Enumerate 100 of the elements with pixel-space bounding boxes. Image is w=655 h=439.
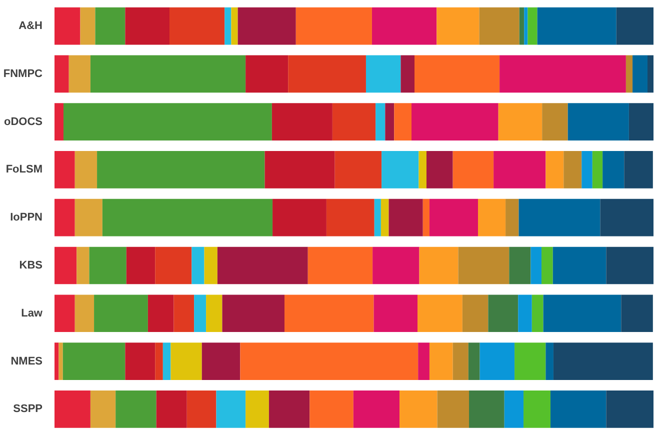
bar xyxy=(90,55,246,93)
y-tick-label: IoPPN xyxy=(10,212,43,224)
y-tick-label: NMES xyxy=(10,355,42,368)
bar xyxy=(148,294,174,332)
bar xyxy=(376,103,386,141)
bar xyxy=(102,198,273,236)
bar xyxy=(366,55,401,93)
bar xyxy=(600,198,654,236)
bar xyxy=(506,198,519,236)
y-tick-label: A&H xyxy=(18,20,43,32)
y-tick-label: Law xyxy=(21,307,43,320)
bar xyxy=(422,198,430,236)
bar xyxy=(488,294,518,332)
bar xyxy=(469,390,504,428)
bar xyxy=(552,246,606,284)
bar xyxy=(63,103,272,141)
bar xyxy=(374,294,418,332)
bar xyxy=(498,103,542,141)
bar xyxy=(54,7,80,45)
bar xyxy=(54,294,75,332)
bar xyxy=(288,55,366,93)
bar xyxy=(116,390,156,428)
bar xyxy=(296,7,372,45)
bar xyxy=(412,103,498,141)
bar xyxy=(553,342,653,380)
bar xyxy=(62,342,126,380)
bar xyxy=(155,246,192,284)
bar xyxy=(54,103,64,141)
bar xyxy=(624,151,653,188)
bar xyxy=(332,103,376,141)
bar xyxy=(80,7,96,45)
bar xyxy=(216,390,246,428)
bar xyxy=(76,246,90,284)
y-tick-label: SSPP xyxy=(13,403,43,416)
bar xyxy=(400,55,414,93)
bar xyxy=(546,151,564,188)
bar xyxy=(436,7,480,45)
bar xyxy=(518,294,532,332)
y-tick-label: FoLSM xyxy=(6,164,43,176)
bar xyxy=(372,7,437,45)
bar xyxy=(582,151,592,188)
bar xyxy=(509,246,531,284)
bar xyxy=(417,294,462,332)
bar xyxy=(372,246,420,284)
bar xyxy=(626,55,633,93)
bar xyxy=(537,7,616,45)
bar xyxy=(494,151,546,188)
bar xyxy=(418,151,426,188)
bar xyxy=(170,342,202,380)
bar xyxy=(54,55,69,93)
bar xyxy=(202,342,240,380)
bar xyxy=(606,390,654,428)
bar xyxy=(272,198,326,236)
bar xyxy=(429,198,478,236)
bar xyxy=(414,55,500,93)
bar xyxy=(310,390,354,428)
bar xyxy=(206,294,222,332)
bar xyxy=(222,294,285,332)
bar xyxy=(240,342,418,380)
bar xyxy=(621,294,653,332)
bar xyxy=(174,294,194,332)
bar xyxy=(54,342,59,380)
bar xyxy=(308,246,373,284)
bar xyxy=(156,390,187,428)
bar xyxy=(452,151,494,188)
bar xyxy=(394,103,412,141)
bar xyxy=(568,103,629,141)
bar xyxy=(528,7,538,45)
bar xyxy=(564,151,582,188)
bar xyxy=(480,342,515,380)
bar xyxy=(606,246,654,284)
bar xyxy=(479,7,520,45)
bar xyxy=(54,390,90,428)
bar xyxy=(224,7,232,45)
bar xyxy=(95,7,126,45)
bar xyxy=(125,7,170,45)
bar xyxy=(452,342,468,380)
bar xyxy=(54,198,75,236)
bar xyxy=(268,390,310,428)
bar xyxy=(543,294,622,332)
bar xyxy=(388,198,423,236)
bar xyxy=(458,246,510,284)
bar xyxy=(272,103,332,141)
bar xyxy=(94,294,148,332)
bar xyxy=(648,55,654,93)
bar xyxy=(238,7,296,45)
bar xyxy=(468,342,480,380)
bar xyxy=(524,390,550,428)
bar xyxy=(592,151,603,188)
bar xyxy=(518,198,600,236)
bar xyxy=(462,294,488,332)
bar xyxy=(530,246,542,284)
bar xyxy=(90,390,116,428)
bar xyxy=(380,198,389,236)
bar xyxy=(334,151,382,188)
bar xyxy=(231,7,238,45)
bar xyxy=(542,103,568,141)
bar xyxy=(632,55,648,93)
bar xyxy=(74,294,94,332)
bar xyxy=(68,55,90,93)
